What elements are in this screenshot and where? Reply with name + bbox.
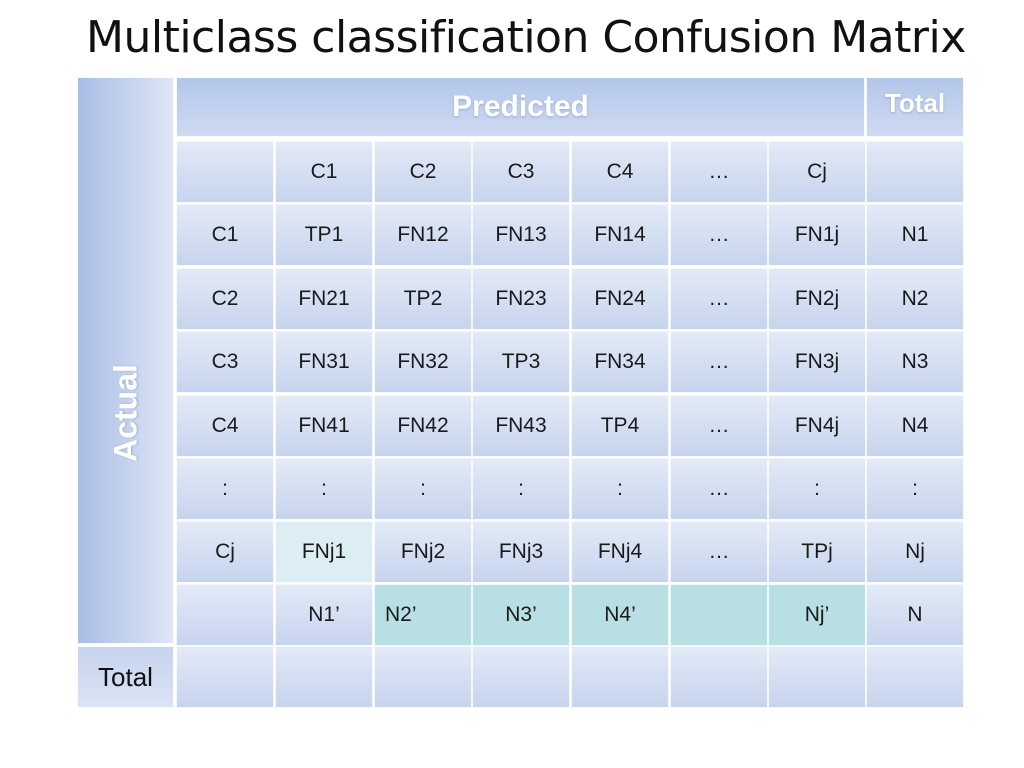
matrix-cell: TP4	[571, 395, 669, 457]
matrix-cell: FN41	[275, 395, 373, 457]
actual-axis-label: Actual	[77, 77, 174, 644]
matrix-cell: C1	[176, 204, 274, 266]
column-header-cell	[866, 141, 964, 203]
matrix-cell	[866, 646, 964, 708]
matrix-cell: :	[571, 458, 669, 520]
column-header-cell: …	[670, 141, 768, 203]
matrix-cell	[374, 646, 472, 708]
matrix-cell: N2’	[374, 584, 472, 646]
matrix-cell: FN23	[472, 268, 570, 330]
matrix-cell: :	[768, 458, 866, 520]
matrix-cell: N1’	[275, 584, 373, 646]
matrix-cell: N1	[866, 204, 964, 266]
matrix-cell	[768, 646, 866, 708]
matrix-cell: FN42	[374, 395, 472, 457]
matrix-cell: Nj	[866, 521, 964, 583]
column-header-cell: C4	[571, 141, 669, 203]
matrix-cell: C3	[176, 331, 274, 393]
matrix-cell: Cj	[176, 521, 274, 583]
matrix-cell	[176, 646, 274, 708]
matrix-cell: …	[670, 521, 768, 583]
matrix-cell: FN32	[374, 331, 472, 393]
matrix-cell: FN31	[275, 331, 373, 393]
matrix-cell: :	[275, 458, 373, 520]
matrix-cell: …	[670, 458, 768, 520]
column-header-cell: C3	[472, 141, 570, 203]
matrix-cell: N3	[866, 331, 964, 393]
matrix-cell	[176, 584, 274, 646]
matrix-cell: FN24	[571, 268, 669, 330]
matrix-cell: FNj2	[374, 521, 472, 583]
matrix-cell: FN2j	[768, 268, 866, 330]
matrix-cell: :	[472, 458, 570, 520]
matrix-cell: …	[670, 204, 768, 266]
matrix-cell: …	[670, 395, 768, 457]
matrix-cell: N2	[866, 268, 964, 330]
matrix-cell: TP2	[374, 268, 472, 330]
matrix-cell: FNj4	[571, 521, 669, 583]
matrix-cell: TPj	[768, 521, 866, 583]
matrix-cell: C2	[176, 268, 274, 330]
matrix-cell: …	[670, 268, 768, 330]
total-row-label: Total	[77, 646, 174, 708]
matrix-cell: N3’	[472, 584, 570, 646]
matrix-cell	[670, 584, 768, 646]
matrix-cell	[670, 646, 768, 708]
matrix-cell: N4	[866, 395, 964, 457]
column-header-cell: Cj	[768, 141, 866, 203]
matrix-cell: FN3j	[768, 331, 866, 393]
matrix-cell: FN43	[472, 395, 570, 457]
matrix-cell: FN12	[374, 204, 472, 266]
matrix-cell: FN21	[275, 268, 373, 330]
matrix-cell: FN14	[571, 204, 669, 266]
column-header-cell: C1	[275, 141, 373, 203]
matrix-cell: FN34	[571, 331, 669, 393]
total-column-header: Total	[866, 77, 964, 137]
column-header-cell	[176, 141, 274, 203]
matrix-cell	[275, 646, 373, 708]
page-title: Multiclass classification Confusion Matr…	[86, 12, 966, 63]
matrix-cell: N4’	[571, 584, 669, 646]
matrix-cell: FN4j	[768, 395, 866, 457]
column-header-cell: C2	[374, 141, 472, 203]
matrix-cell: FNj1	[275, 521, 373, 583]
actual-label-text: Actual	[107, 364, 143, 462]
predicted-header: Predicted	[176, 77, 865, 137]
matrix-cell: TP1	[275, 204, 373, 266]
matrix-cell: :	[374, 458, 472, 520]
matrix-cell: :	[866, 458, 964, 520]
matrix-cell: FN13	[472, 204, 570, 266]
matrix-cell: FN1j	[768, 204, 866, 266]
matrix-cell: TP3	[472, 331, 570, 393]
matrix-cell: C4	[176, 395, 274, 457]
matrix-cell: …	[670, 331, 768, 393]
matrix-cell: :	[176, 458, 274, 520]
matrix-cell	[472, 646, 570, 708]
matrix-cell: Nj’	[768, 584, 866, 646]
matrix-cell: N	[866, 584, 964, 646]
matrix-cell: FNj3	[472, 521, 570, 583]
matrix-cell	[571, 646, 669, 708]
